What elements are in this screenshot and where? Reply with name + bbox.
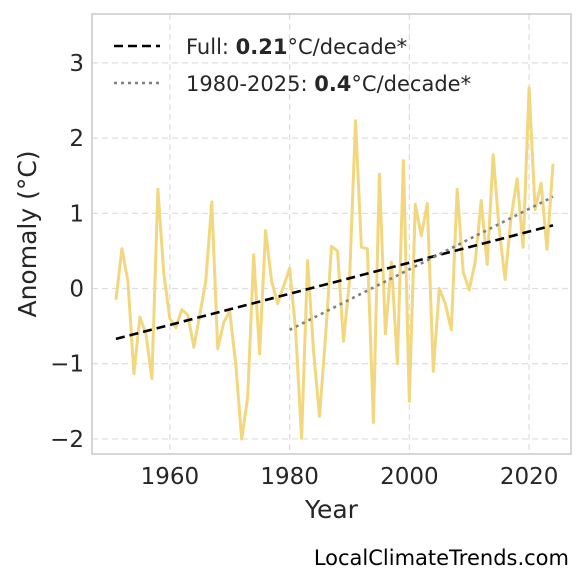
x-axis-label: Year <box>304 495 359 524</box>
x-tick-labels: 1960 1980 2000 2020 <box>141 464 559 490</box>
legend-recent-prefix: 1980-2025: <box>186 72 314 96</box>
legend-full-prefix: Full: <box>186 35 236 59</box>
trend-layer <box>115 195 554 341</box>
y-tick-2: 2 <box>69 126 84 152</box>
trend-line-recent <box>289 195 554 332</box>
x-tick-1960: 1960 <box>141 464 200 490</box>
x-tick-1980: 1980 <box>260 464 319 490</box>
y-tick--1: −1 <box>50 352 84 378</box>
y-tick-labels: −2 −1 0 1 2 3 <box>50 51 84 453</box>
y-tick-1: 1 <box>69 201 84 227</box>
plot-frame <box>91 13 572 455</box>
legend-full-rate: 0.21 <box>236 35 288 59</box>
y-tick--2: −2 <box>50 427 84 453</box>
legend: Full: 0.21°C/decade* 1980-2025: 0.4°C/de… <box>114 35 471 96</box>
trend-line-full <box>115 224 554 341</box>
legend-recent-suffix: °C/decade* <box>351 72 471 96</box>
credit-text: LocalClimateTrends.com <box>313 546 569 570</box>
y-tick-3: 3 <box>69 51 84 77</box>
legend-full-suffix: °C/decade* <box>288 35 408 59</box>
series-line-0 <box>114 86 555 441</box>
legend-recent-rate: 0.4 <box>314 72 351 96</box>
y-tick-0: 0 <box>69 277 84 303</box>
legend-entry-recent: 1980-2025: 0.4°C/decade* <box>186 72 471 96</box>
x-tick-2020: 2020 <box>500 464 559 490</box>
y-axis-label: Anomaly (°C) <box>13 150 42 317</box>
x-tick-2000: 2000 <box>380 464 439 490</box>
chart: 1960 1980 2000 2020 −2 −1 0 1 2 3 Year Anomaly (… <box>13 13 572 524</box>
series-layer <box>114 86 555 441</box>
legend-entry-full: Full: 0.21°C/decade* <box>186 35 407 59</box>
